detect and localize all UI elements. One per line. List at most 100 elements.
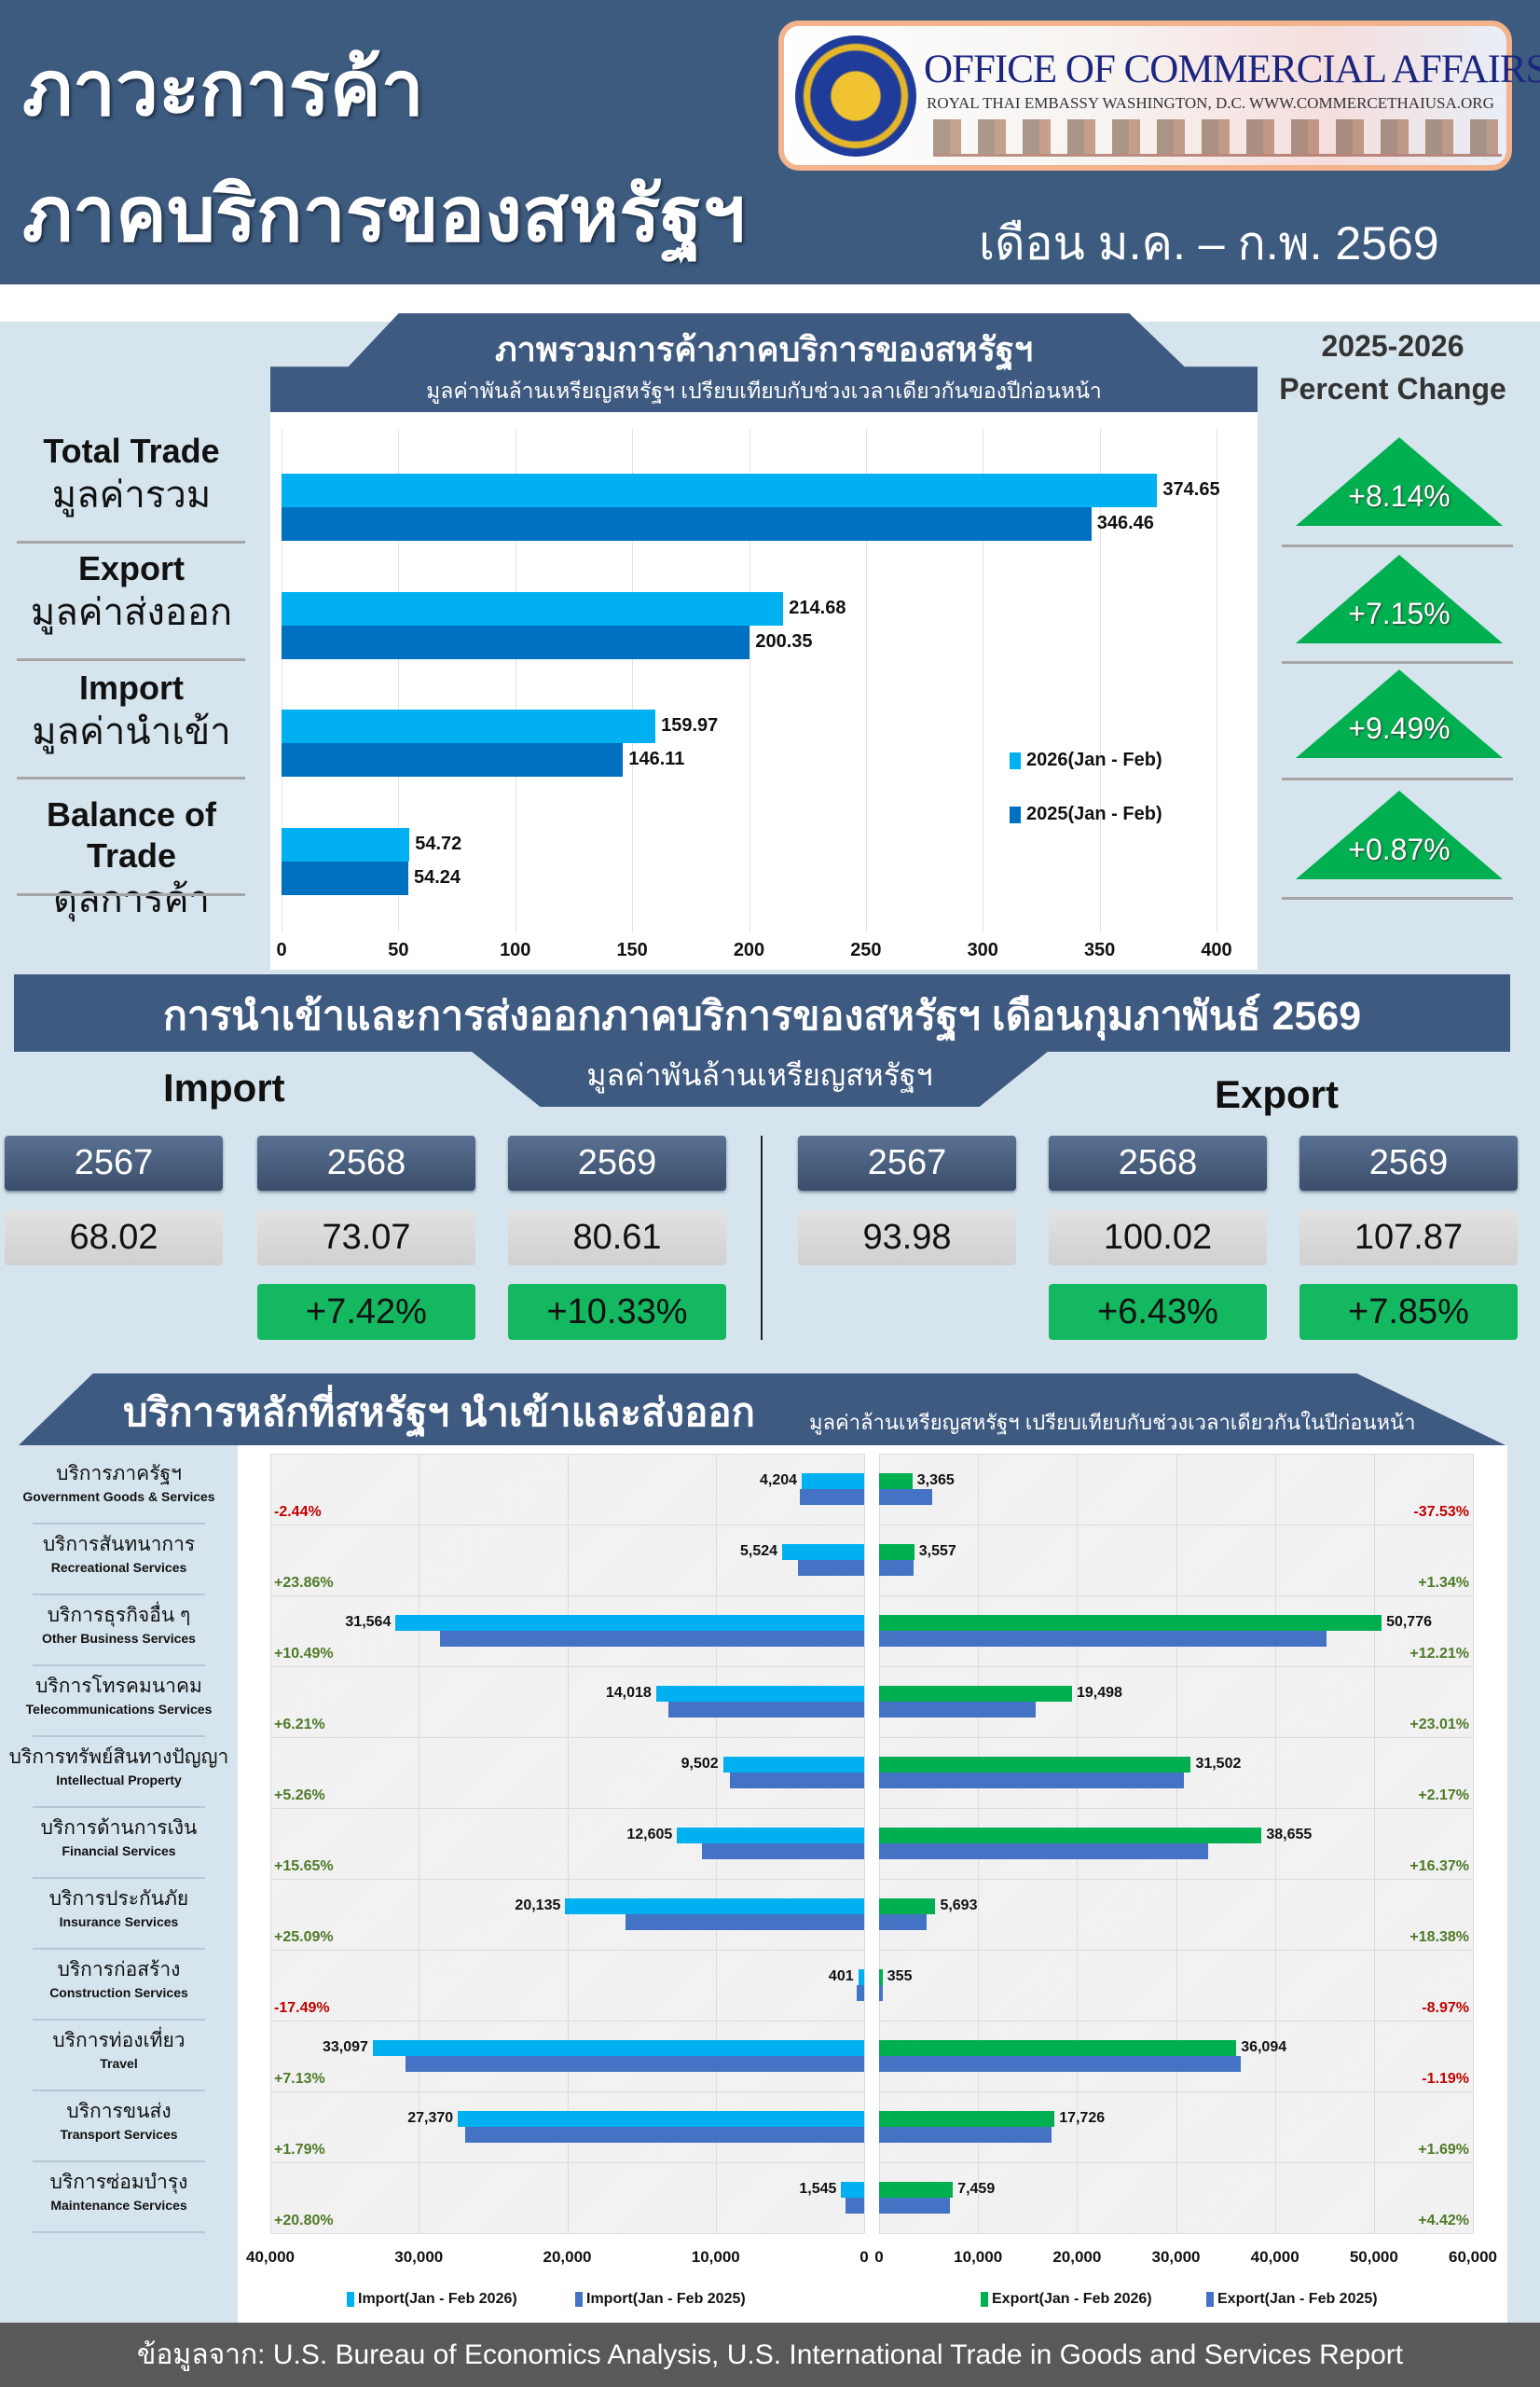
- export-bar-2025: [879, 1560, 914, 1576]
- bar-value-label: 159.97: [661, 715, 719, 736]
- import-pct-change: -2.44%: [274, 1504, 322, 1520]
- export-pct-box: +7.85%: [1299, 1284, 1518, 1340]
- row-gridline: [270, 1808, 864, 1809]
- category-label-en: Intellectual Property: [56, 1773, 182, 1787]
- gridline: [1274, 1454, 1276, 2233]
- category-label: บริการทรัพย์สินทางปัญญา Intellectual Prop…: [0, 1737, 238, 1808]
- overview-title: ภาพรวมการค้าภาคบริการของสหรัฐฯ: [494, 330, 1034, 368]
- source-footer: ข้อมูลจาก: U.S. Bureau of Economics Anal…: [0, 2323, 1540, 2387]
- row-gridline: [879, 2162, 1473, 2163]
- export-value-label: 36,094: [1241, 2039, 1287, 2055]
- page-title-line1: ภาวะการค้า: [22, 47, 424, 131]
- import-bar-2026: [802, 1473, 864, 1489]
- import-pct-change: +10.49%: [274, 1646, 334, 1662]
- category-label: บริการด้านการเงิน Financial Services: [0, 1808, 238, 1879]
- x-tick-label: 350: [1083, 940, 1116, 960]
- export-bar-2025: [879, 1843, 1208, 1859]
- row-gridline: [879, 1737, 1473, 1738]
- seal-icon: [795, 35, 916, 157]
- category-label: บริการโทรคมนาคม Telecommunications Servic…: [0, 1666, 238, 1737]
- category-label-en: Transport Services: [60, 2127, 178, 2142]
- legend-export-2025: Export(Jan - Feb 2025): [1206, 2291, 1378, 2308]
- row-label-export: Export มูลค่าส่งออก: [0, 548, 263, 636]
- x-tick-label: 30,000: [1151, 2248, 1201, 2266]
- logo-title: OFFICE OF COMMERCIAL AFFAIRS: [924, 48, 1540, 91]
- category-label-th: บริการภาครัฐฯ: [56, 1463, 182, 1484]
- bar-value-label: 54.24: [414, 867, 461, 888]
- import-bar-2025: [440, 1631, 864, 1647]
- legend-export-2026: Export(Jan - Feb 2026): [981, 2291, 1152, 2308]
- x-tick-label: 40,000: [1250, 2248, 1299, 2266]
- percent-change-value: +8.14%: [1348, 479, 1451, 513]
- export-value-label: 7,459: [957, 2181, 996, 2197]
- export-pct-change: +16.37%: [1409, 1858, 1469, 1874]
- gridline: [1473, 1454, 1474, 2233]
- bar-2026: [282, 710, 656, 743]
- import-value-label: 12,605: [626, 1827, 673, 1842]
- category-label-en: Construction Services: [49, 1985, 188, 2000]
- export-plot: 3,365 -37.53% 3,557 +1.34% 50,776 +12.21% 19,4…: [879, 1454, 1474, 2234]
- x-tick-label: 10,000: [954, 2248, 1003, 2266]
- row-gridline: [879, 1808, 1473, 1809]
- export-pct-change: +23.01%: [1409, 1717, 1469, 1732]
- import-export-divider: [761, 1136, 763, 1340]
- divider: [33, 1523, 205, 1525]
- category-label: บริการภาครัฐฯ Government Goods & Services: [0, 1454, 238, 1525]
- skyline-icon: [933, 119, 1502, 157]
- import-bar-2025: [406, 2056, 864, 2072]
- row-label-en: Import: [79, 669, 184, 707]
- import-value-label: 31,564: [345, 1614, 392, 1630]
- legend-swatch: [981, 2291, 988, 2307]
- bar-value-label: 346.46: [1096, 513, 1154, 533]
- import-bar-2025: [800, 1489, 864, 1505]
- row-gridline: [879, 2091, 1473, 2092]
- import-value-label: 401: [828, 1968, 854, 1984]
- export-bar-2025: [879, 1489, 933, 1505]
- divider: [33, 2231, 205, 2233]
- row-gridline: [270, 1879, 864, 1880]
- import-bar-2025: [730, 1773, 864, 1788]
- import-year-box: 2568: [257, 1136, 475, 1191]
- x-tick-label: 20,000: [1052, 2248, 1102, 2266]
- import-bar-2026: [841, 2182, 864, 2198]
- bar-value-label: 54.72: [415, 834, 462, 854]
- bar-2025: [282, 862, 408, 895]
- legend-item-2026: 2026(Jan - Feb): [1010, 750, 1162, 771]
- row-label-en: Balance of Trade: [46, 795, 217, 875]
- overview-banner: [270, 313, 1258, 412]
- category-label-en: Recreational Services: [50, 1560, 187, 1575]
- import-value-label: 9,502: [681, 1756, 719, 1772]
- legend-label: Import(Jan - Feb 2026): [358, 2291, 517, 2307]
- export-bar-2026: [879, 1686, 1072, 1702]
- export-bar-2025: [879, 1702, 1037, 1718]
- export-value-box: 93.98: [798, 1209, 1016, 1265]
- row-label-balance: Balance of Trade ดุลการค้า: [0, 794, 263, 923]
- category-label-en: Government Goods & Services: [22, 1489, 215, 1504]
- export-pct-change: -8.97%: [1422, 2000, 1469, 2016]
- x-tick-label: 30,000: [394, 2248, 444, 2266]
- divider: [33, 1664, 205, 1666]
- export-pct-change: +18.38%: [1409, 1929, 1469, 1945]
- overview-plot: 374.65 346.46 214.68 200.35 159.97 146.11 54.7…: [282, 429, 1220, 932]
- import-bar-2026: [565, 1898, 864, 1914]
- percent-change-value: +0.87%: [1348, 833, 1451, 866]
- import-value-label: 33,097: [323, 2039, 368, 2055]
- export-year-box: 2568: [1049, 1136, 1267, 1191]
- divider: [33, 1735, 205, 1737]
- export-value-label: 31,502: [1195, 1756, 1242, 1772]
- row-label-th: ดุลการค้า: [53, 879, 210, 920]
- export-pct-change: +1.69%: [1418, 2142, 1469, 2158]
- category-label-th: บริการซ่อมบำรุง: [49, 2172, 188, 2193]
- category-label: บริการขนส่ง Transport Services: [0, 2091, 238, 2162]
- export-bar-2025: [879, 2056, 1241, 2072]
- row-label-import: Import มูลค่านำเข้า: [0, 668, 263, 755]
- monthly-subtitle: มูลค่าพันล้านเหรียญสหรัฐฯ: [586, 1058, 933, 1092]
- export-value-label: 38,655: [1266, 1827, 1313, 1842]
- import-pct-change: +1.79%: [274, 2142, 325, 2158]
- import-value-box: 68.02: [5, 1209, 223, 1265]
- export-bar-2026: [879, 1473, 913, 1489]
- bar-value-label: 146.11: [628, 749, 685, 769]
- percent-change-value: +9.49%: [1348, 711, 1451, 745]
- services-subtitle: มูลค่าล้านเหรียญสหรัฐฯ เปรียบเทียบกับช่ว…: [809, 1411, 1416, 1434]
- divider: [33, 1806, 205, 1808]
